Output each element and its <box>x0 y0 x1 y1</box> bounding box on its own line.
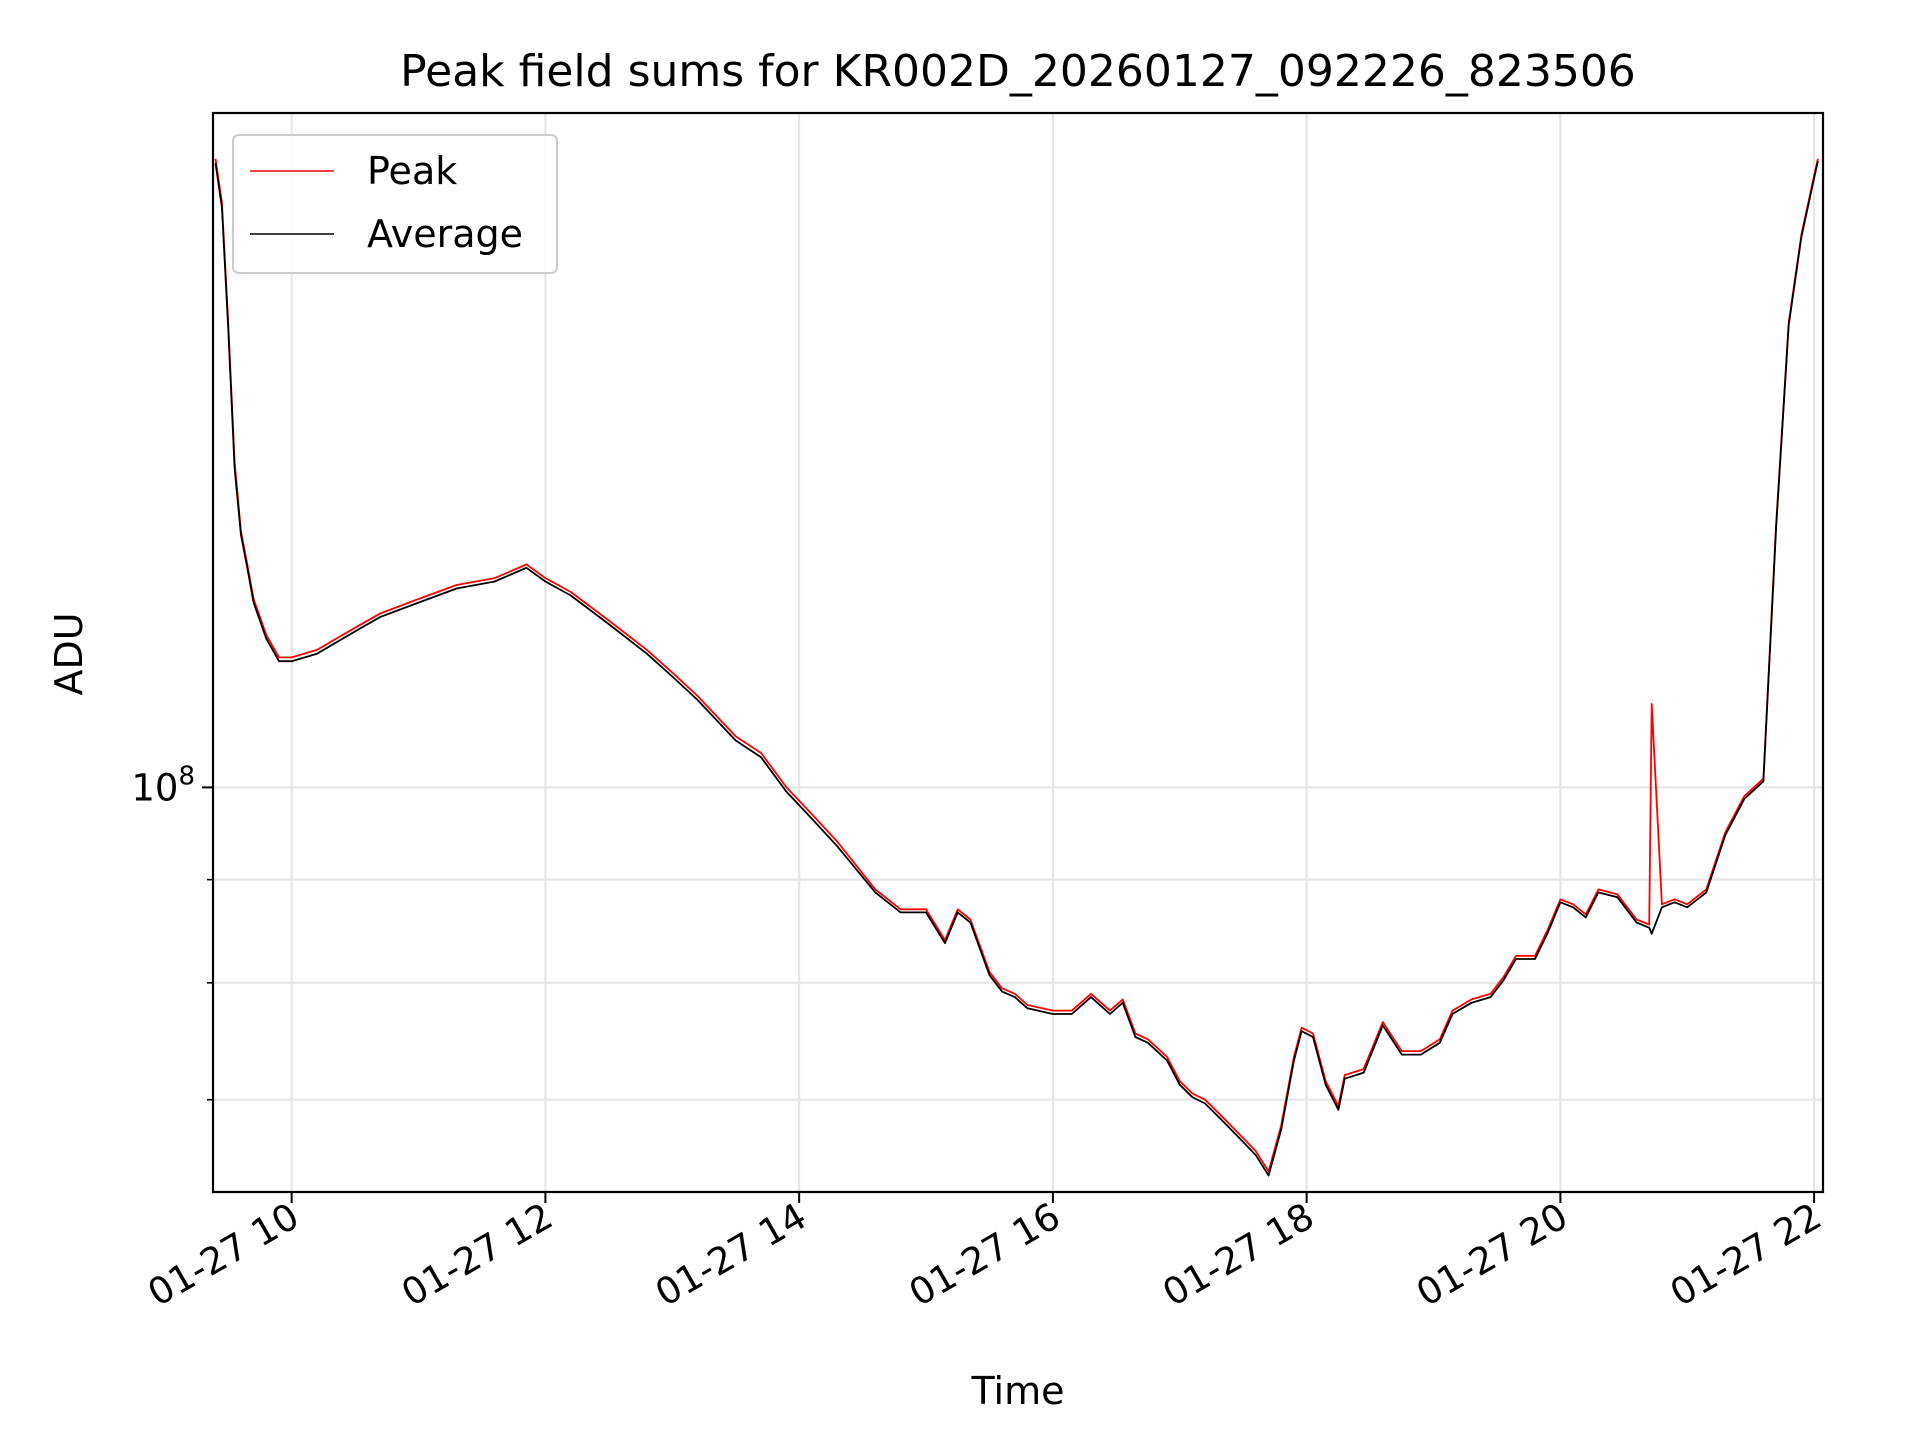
plot-frame <box>211 111 1825 1194</box>
x-axis-label: Time <box>971 1369 1065 1413</box>
legend-label-peak: Peak <box>367 149 457 193</box>
y-tick-label: 108 <box>131 761 195 809</box>
series-layer <box>214 158 1819 1177</box>
grid <box>213 113 1823 1192</box>
series-line-peak <box>214 158 1819 1173</box>
legend: Peak Average <box>232 134 558 274</box>
legend-box <box>232 134 558 274</box>
legend-label-average: Average <box>367 212 523 256</box>
y-axis-label: ADU <box>47 612 91 695</box>
chart-title: Peak field sums for KR002D_20260127_0922… <box>400 46 1636 97</box>
series-line-average <box>214 160 1819 1177</box>
